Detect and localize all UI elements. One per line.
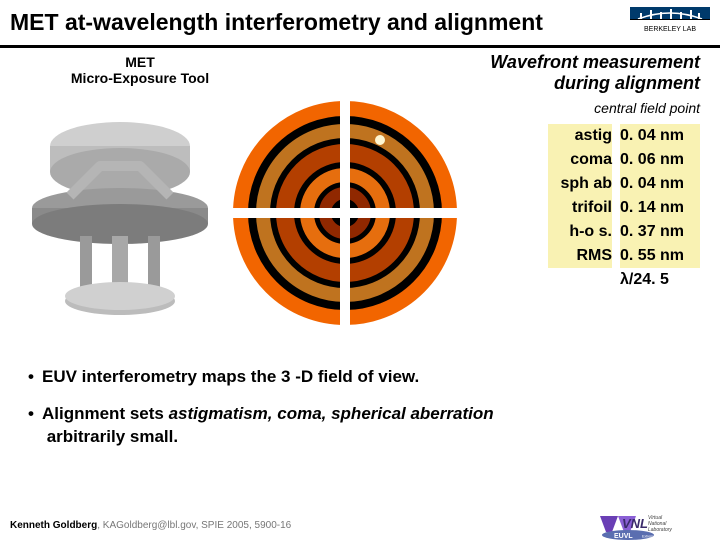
meas-value: 0. 06 nm bbox=[620, 148, 700, 172]
interferogram-image bbox=[230, 98, 460, 328]
title-bar: MET at-wavelength interferometry and ali… bbox=[0, 0, 720, 48]
svg-text:BERKELEY LAB: BERKELEY LAB bbox=[644, 26, 696, 33]
right-caption: Wavefront measurement during alignment bbox=[440, 52, 700, 94]
meas-label: sph ab bbox=[548, 172, 612, 196]
footer-rest: , KAGoldberg@lbl.gov, SPIE 2005, 5900-16 bbox=[97, 520, 291, 531]
svg-text:Extreme Ultraviolet Lithograph: Extreme Ultraviolet Lithography bbox=[642, 535, 691, 539]
vnl-logo: VNL Virtual National Laboratory EUVL Ext… bbox=[600, 510, 710, 540]
table-row: coma 0. 06 nm bbox=[548, 148, 700, 172]
bullet-list: •EUV interferometry maps the 3 -D field … bbox=[28, 366, 692, 463]
bullet-2: •Alignment sets astigmatism, coma, spher… bbox=[28, 403, 692, 449]
bullet-2-post: arbitrarily small. bbox=[42, 427, 178, 446]
meas-label: trifoil bbox=[548, 196, 612, 220]
bullet-indent bbox=[28, 426, 42, 449]
right-caption-line2: during alignment bbox=[440, 73, 700, 94]
bullet-2-terms: astigmatism, coma, spherical aberration bbox=[169, 404, 494, 423]
svg-text:Laboratory: Laboratory bbox=[648, 527, 672, 533]
right-subcaption: central field point bbox=[500, 100, 700, 116]
right-caption-line1: Wavefront measurement bbox=[440, 52, 700, 73]
bullet-dot-icon: • bbox=[28, 403, 42, 426]
lambda-row: λ/24. 5 bbox=[548, 268, 700, 292]
meas-label: astig bbox=[548, 124, 612, 148]
meas-value: 0. 55 nm bbox=[620, 244, 700, 268]
table-row: trifoil 0. 14 nm bbox=[548, 196, 700, 220]
page-title: MET at-wavelength interferometry and ali… bbox=[10, 9, 543, 36]
lambda-value: λ/24. 5 bbox=[620, 268, 700, 292]
left-caption-line2: Micro-Exposure Tool bbox=[60, 70, 220, 86]
svg-text:EUVL: EUVL bbox=[614, 533, 633, 540]
met-tool-image bbox=[20, 96, 220, 326]
bullet-dot-icon: • bbox=[28, 366, 42, 389]
table-row: sph ab 0. 04 nm bbox=[548, 172, 700, 196]
lambda-spacer bbox=[548, 268, 612, 292]
meas-label: RMS bbox=[548, 244, 612, 268]
measurement-table: astig 0. 04 nm coma 0. 06 nm sph ab 0. 0… bbox=[548, 124, 700, 292]
bullet-2-pre: Alignment sets bbox=[42, 404, 169, 423]
bullet-1: •EUV interferometry maps the 3 -D field … bbox=[28, 366, 692, 389]
left-caption: MET Micro-Exposure Tool bbox=[60, 54, 220, 86]
meas-value: 0. 04 nm bbox=[620, 124, 700, 148]
svg-text:VNL: VNL bbox=[622, 516, 648, 531]
bullet-1-text: EUV interferometry maps the 3 -D field o… bbox=[42, 367, 419, 386]
meas-label: h-o s. bbox=[548, 220, 612, 244]
meas-value: 0. 04 nm bbox=[620, 172, 700, 196]
berkeley-lab-logo: BERKELEY LAB bbox=[630, 7, 710, 39]
table-row: astig 0. 04 nm bbox=[548, 124, 700, 148]
footer-author: Kenneth Goldberg bbox=[10, 520, 97, 531]
table-row: h-o s. 0. 37 nm bbox=[548, 220, 700, 244]
meas-value: 0. 37 nm bbox=[620, 220, 700, 244]
footer: Kenneth Goldberg, KAGoldberg@lbl.gov, SP… bbox=[0, 510, 720, 540]
table-row: RMS 0. 55 nm bbox=[548, 244, 700, 268]
footer-text: Kenneth Goldberg, KAGoldberg@lbl.gov, SP… bbox=[10, 520, 291, 531]
meas-label: coma bbox=[548, 148, 612, 172]
left-caption-line1: MET bbox=[60, 54, 220, 70]
content-area: MET Micro-Exposure Tool Wavefront measur… bbox=[0, 48, 720, 510]
meas-value: 0. 14 nm bbox=[620, 196, 700, 220]
